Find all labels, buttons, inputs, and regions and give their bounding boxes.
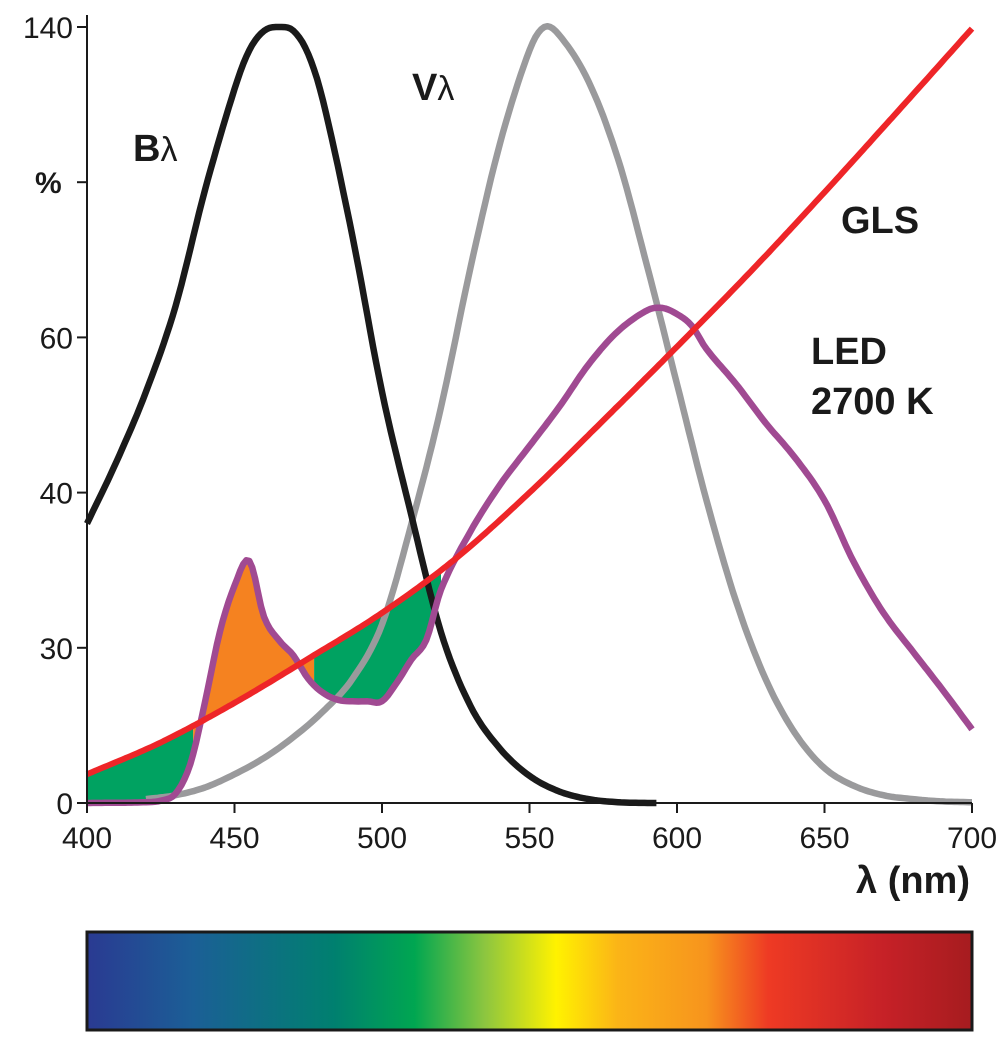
x-tick-label: 650 [799,822,849,855]
x-tick-label: 550 [504,822,554,855]
y-axis-unit-label: % [35,167,62,200]
labels: Bλ Vλ GLS LED 2700 K % λ (nm) [35,67,970,902]
x-tick-label: 500 [357,822,407,855]
ticks: 400 450 500 550 600 650 700 0 30 40 60 140 [23,12,997,855]
series-line-gls [85,26,975,778]
shaded-region-deficit-violet [87,725,194,803]
series-line-v-lambda [145,22,973,806]
x-tick-label: 600 [652,822,702,855]
series-label-gls: GLS [841,200,919,242]
y-tick-label: 0 [56,788,73,821]
x-tick-label: 400 [62,822,112,855]
series-line-b-lambda [84,23,657,807]
spectrum-bar [85,930,974,1032]
y-tick-label: 40 [40,478,73,511]
x-axis-title: λ (nm) [856,860,970,902]
x-tick-label: 450 [209,822,259,855]
series-line-led-2700-k [86,304,975,807]
y-tick-label: 30 [40,633,73,666]
series-label-led-line2: 2700 K [811,381,934,423]
curves [84,22,975,807]
series-label-led-line1: LED [811,331,887,373]
series-label-v: Vλ [412,67,454,109]
y-tick-label: 60 [40,322,73,355]
shaded-region-excess-blue [193,560,315,754]
series-label-b: Bλ [133,128,177,170]
y-tick-label: 140 [23,12,73,45]
x-tick-label: 700 [947,822,997,855]
